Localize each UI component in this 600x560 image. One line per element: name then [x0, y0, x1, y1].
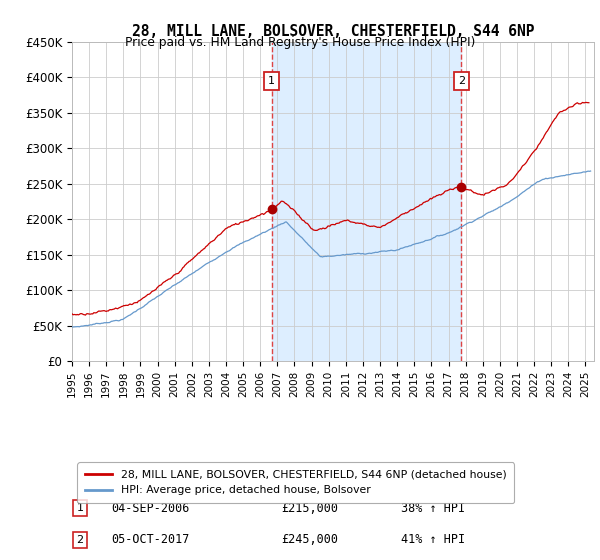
Bar: [272, 42, 461, 361]
Text: Price paid vs. HM Land Registry's House Price Index (HPI): Price paid vs. HM Land Registry's House …: [125, 36, 475, 49]
Text: 1: 1: [76, 503, 83, 513]
Text: 2: 2: [458, 76, 465, 86]
Text: 05-OCT-2017: 05-OCT-2017: [111, 534, 190, 547]
Text: 1: 1: [268, 76, 275, 86]
Text: 2: 2: [76, 535, 83, 545]
Title: 28, MILL LANE, BOLSOVER, CHESTERFIELD, S44 6NP: 28, MILL LANE, BOLSOVER, CHESTERFIELD, S…: [132, 25, 534, 39]
Legend: 28, MILL LANE, BOLSOVER, CHESTERFIELD, S44 6NP (detached house), HPI: Average pr: 28, MILL LANE, BOLSOVER, CHESTERFIELD, S…: [77, 463, 514, 503]
Text: £245,000: £245,000: [281, 534, 338, 547]
Text: 04-SEP-2006: 04-SEP-2006: [111, 502, 190, 515]
Text: 41% ↑ HPI: 41% ↑ HPI: [401, 534, 465, 547]
Text: 38% ↑ HPI: 38% ↑ HPI: [401, 502, 465, 515]
Text: £215,000: £215,000: [281, 502, 338, 515]
